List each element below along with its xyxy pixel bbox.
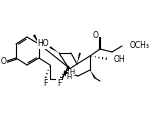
Text: F: F (57, 79, 61, 88)
Polygon shape (90, 70, 96, 79)
Text: F: F (43, 79, 47, 88)
Text: H: H (69, 69, 75, 75)
Text: O: O (93, 30, 99, 39)
Polygon shape (77, 53, 81, 64)
Text: H: H (66, 74, 72, 80)
Text: OH: OH (114, 55, 126, 63)
Polygon shape (33, 34, 39, 44)
Text: HO: HO (37, 39, 49, 48)
Text: O: O (1, 56, 7, 65)
Text: OCH₃: OCH₃ (130, 41, 150, 51)
Polygon shape (49, 46, 59, 53)
